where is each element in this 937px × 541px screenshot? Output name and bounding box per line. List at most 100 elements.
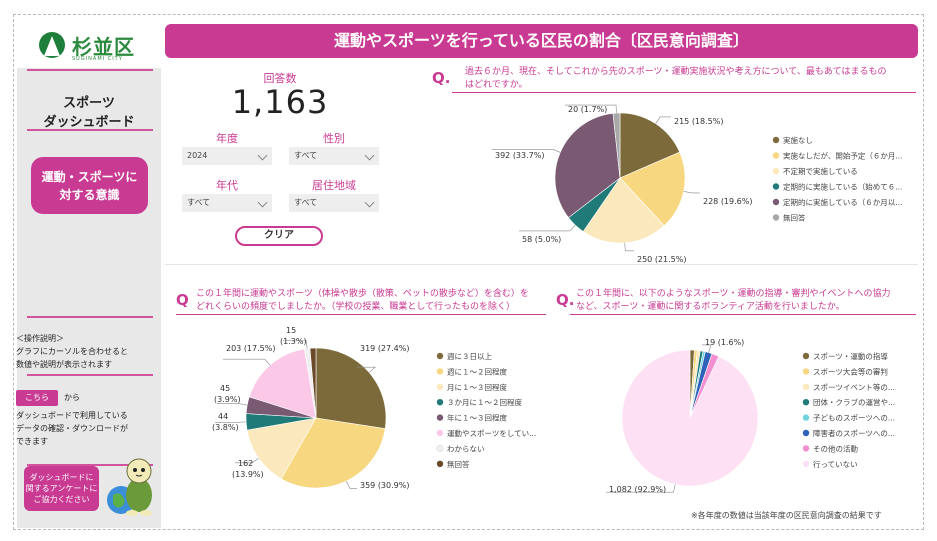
legend-entry[interactable]: 年に１～３回程度 [447,413,507,423]
legend-entry[interactable]: 無回答 [447,459,470,469]
sidebar-title-line1: スポーツ [63,96,115,111]
legend-swatch [772,167,780,175]
legend-entry[interactable]: 子どものスポーツへの... [813,414,895,423]
data-link-button[interactable]: こちら [16,390,58,406]
leader-line [606,484,676,493]
data-label: 215 (18.5%) [674,117,723,126]
help-line1: グラフにカーソルを合わせると [16,347,128,356]
help-text: ＜操作説明＞ グラフにカーソルを合わせると 数値や説明が表示されます [16,332,146,371]
legend-swatch [802,352,810,360]
legend-swatch [436,383,444,390]
nav-sports-awareness-button[interactable]: 運動・スポーツに 対する意識 [31,157,148,214]
data-link-description: ダッシュボードで利用している データの確認・ダウンロードが できます [16,409,146,448]
data-label: (1.3%) [280,337,307,346]
help-title: ＜操作説明＞ [16,334,64,343]
data-label: 15 [286,326,296,335]
data-desc-line3: できます [16,437,48,446]
legend-swatch [802,414,810,421]
footnote: ※各年度の数値は当該年度の区民意向調査の結果です [691,511,882,520]
data-desc-line2: データの確認・ダウンロードが [16,424,128,433]
pie-slice[interactable] [309,347,317,419]
legend-entry[interactable]: 不定期で実施している [783,166,858,176]
data-label: 45 [220,384,230,393]
legend-swatch [802,368,810,375]
q1-text-line2: はどれですか。 [465,80,528,90]
leader-line [624,242,634,252]
data-label: 319 (27.4%) [360,344,409,353]
pie-slice[interactable] [554,113,621,219]
age-select-value: すべて [187,198,211,207]
gender-select[interactable]: すべて [289,147,379,165]
q3-text-line2: など、スポーツ・運動に関するボランティア活動を行いましたか。 [576,302,845,312]
gender-select-value: すべて [294,151,318,160]
legend-swatch [436,460,444,467]
legend-entry[interactable]: 運動やスポーツをしてい... [447,429,536,438]
age-filter-label: 年代 [216,179,238,192]
data-label: 228 (19.6%) [703,197,752,206]
data-label: 162 [238,459,253,468]
legend-entry[interactable]: 週に３日以上 [447,352,492,361]
year-select[interactable]: 2024 [182,147,272,165]
legend-entry[interactable]: スポーツ大会等の審判 [813,366,888,376]
nav-button-line1: 運動・スポーツに [41,170,138,184]
legend-entry[interactable]: その他の活動 [813,443,858,453]
age-select[interactable]: すべて [182,194,272,212]
leader-line [346,480,357,489]
legend-swatch [436,352,444,360]
legend-entry[interactable]: わからない [447,444,485,453]
mascot-illustration [107,458,152,516]
q3-mark: Q. [556,291,575,309]
data-label: 1,082 (92.9%) [609,485,666,494]
legend-entry[interactable]: 月に１～３回程度 [447,382,507,392]
legend-swatch [802,445,810,452]
legend-entry[interactable]: 実施なし [783,135,813,145]
pie-slice[interactable] [621,349,759,487]
legend-entry[interactable]: 定期的に実施している（始めて６... [783,182,902,192]
data-label: 58 (5.0%) [522,235,561,244]
legend-entry[interactable]: 週に１～２回程度 [447,366,507,376]
pie-chart-1: 215 (18.5%) 実施なし 228 (19.6%) 実施なしだが、開始予定（６か… [492,104,903,264]
q3-text: この１年間に、以下のようなスポーツ・運動の指導・審判やイベントへの協力 など、ス… [576,288,916,314]
sidebar-divider [27,464,153,466]
year-filter-label: 年度 [216,132,238,145]
data-label: (3.9%) [214,395,241,404]
legend-entry[interactable]: 団体・クラブの運営や... [813,397,895,407]
clear-filters-button[interactable]: クリア [235,226,323,246]
area-select[interactable]: すべて [289,194,379,212]
legend-swatch [802,399,810,406]
sidebar-divider [27,129,153,131]
survey-line2: 関するアンケートに [25,484,98,493]
gender-filter-label: 性別 [323,132,345,145]
data-label: 392 (33.7%) [495,151,544,160]
survey-button[interactable]: ダッシュボードに 関するアンケートに ご協力ください [24,466,99,511]
pie-slice[interactable] [619,112,681,179]
legend-entry[interactable]: 行っていない [813,459,858,469]
pie-slice[interactable] [315,347,387,429]
leader-line [702,344,712,353]
legend-entry[interactable]: 無回答 [783,213,806,223]
leader-line [492,149,561,153]
legend-entry[interactable]: スポーツイベント等の... [813,382,895,392]
data-label: (3.8%) [212,423,239,432]
pie-slice[interactable] [280,417,386,489]
legend-entry[interactable]: 障害者のスポーツへの... [813,428,895,438]
legend-entry[interactable]: ３か月に１～２回程度 [447,397,522,407]
section-divider [165,264,918,265]
help-line2: 数値や説明が表示されます [16,360,112,369]
legend-entry[interactable]: 定期的に実施している（６か月以... [783,197,902,207]
legend-swatch [772,198,780,206]
q2-text: この１年間に運動やスポーツ（体操や散歩（散策、ペットの散歩など）を含む）を どれ… [196,288,556,314]
pie-slice[interactable] [246,417,317,480]
legend-swatch [772,183,780,190]
leader-line [519,224,576,232]
legend-swatch [436,414,444,421]
legend-entry[interactable]: スポーツ・運動の指導 [813,351,888,361]
legend-swatch [436,444,444,452]
legend-swatch [802,460,810,467]
legend-swatch [772,214,780,221]
legend-entry[interactable]: 実施なしだが、開始予定（６か月... [783,151,903,161]
q1-underline [452,92,916,93]
city-emblem-icon [39,32,65,58]
area-select-value: すべて [294,198,318,207]
